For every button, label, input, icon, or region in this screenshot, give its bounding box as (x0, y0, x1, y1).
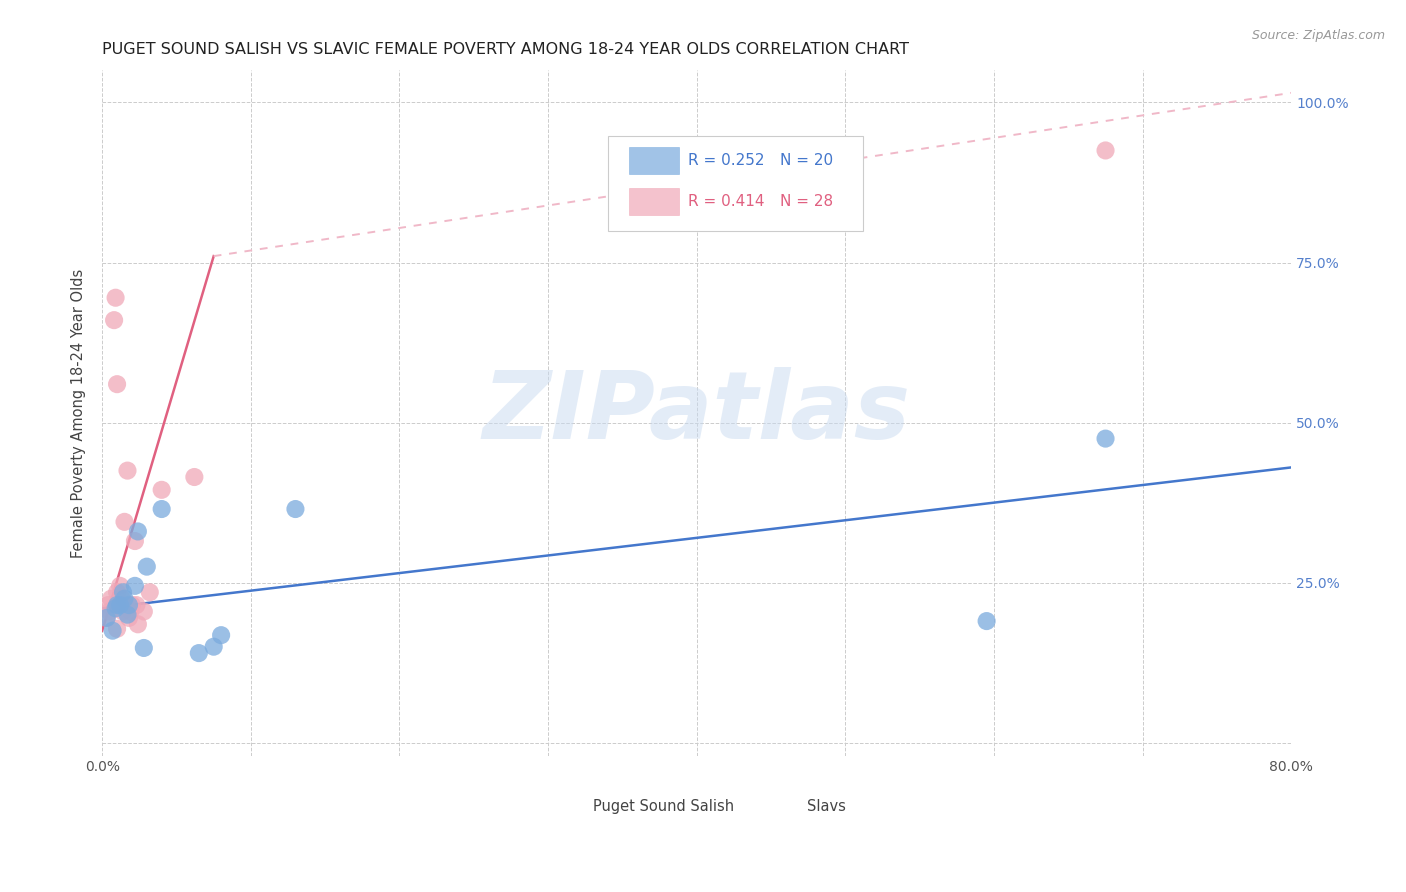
Point (97, 598, 120, 612)
Point (110, 591, 132, 606)
Y-axis label: Female Poverty Among 18-24 Year Olds: Female Poverty Among 18-24 Year Olds (72, 268, 86, 558)
Point (111, 598, 134, 612)
Point (103, 313, 125, 327)
Point (209, 628, 232, 642)
Point (132, 640, 155, 655)
Point (139, 585, 162, 599)
Point (105, 622, 128, 636)
Point (104, 601, 127, 615)
Point (183, 470, 205, 484)
Point (114, 591, 136, 606)
Point (115, 598, 138, 612)
Text: R = 0.252: R = 0.252 (689, 153, 765, 168)
Point (104, 291, 127, 305)
Point (124, 534, 146, 549)
Point (111, 605, 134, 619)
Point (105, 585, 128, 599)
Point (1094, 432, 1116, 446)
Point (101, 624, 124, 638)
Point (105, 598, 128, 612)
Point (96, 611, 118, 625)
FancyBboxPatch shape (628, 188, 679, 215)
Point (120, 605, 142, 619)
Point (127, 524, 149, 539)
Point (150, 502, 173, 516)
Point (118, 598, 141, 612)
Point (135, 559, 157, 574)
FancyBboxPatch shape (534, 793, 583, 821)
Point (100, 591, 122, 606)
FancyBboxPatch shape (748, 793, 797, 821)
Point (117, 464, 139, 478)
Point (108, 579, 131, 593)
Text: N = 20: N = 20 (780, 153, 834, 168)
Point (114, 515, 136, 529)
Point (127, 617, 149, 632)
Text: Puget Sound Salish: Puget Sound Salish (593, 799, 734, 814)
FancyBboxPatch shape (628, 147, 679, 174)
FancyBboxPatch shape (607, 136, 863, 231)
Text: Source: ZipAtlas.com: Source: ZipAtlas.com (1251, 29, 1385, 42)
Point (121, 598, 143, 612)
Point (125, 598, 148, 612)
Point (187, 646, 209, 660)
Point (96, 611, 118, 625)
Point (150, 483, 173, 497)
Point (105, 377, 128, 392)
Point (108, 598, 131, 612)
Point (976, 614, 998, 628)
Point (105, 598, 128, 612)
Point (111, 585, 134, 599)
Point (1094, 144, 1116, 158)
Point (284, 502, 307, 516)
Point (117, 607, 139, 622)
Text: PUGET SOUND SALISH VS SLAVIC FEMALE POVERTY AMONG 18-24 YEAR OLDS CORRELATION CH: PUGET SOUND SALISH VS SLAVIC FEMALE POVE… (103, 42, 910, 57)
Text: N = 28: N = 28 (780, 194, 834, 209)
Text: R = 0.414: R = 0.414 (689, 194, 765, 209)
Text: ZIPatlas: ZIPatlas (482, 367, 911, 459)
Point (132, 605, 155, 619)
Point (98, 605, 121, 619)
Point (124, 579, 146, 593)
Point (202, 640, 225, 654)
Text: Slavs: Slavs (807, 799, 846, 814)
Point (118, 611, 141, 625)
